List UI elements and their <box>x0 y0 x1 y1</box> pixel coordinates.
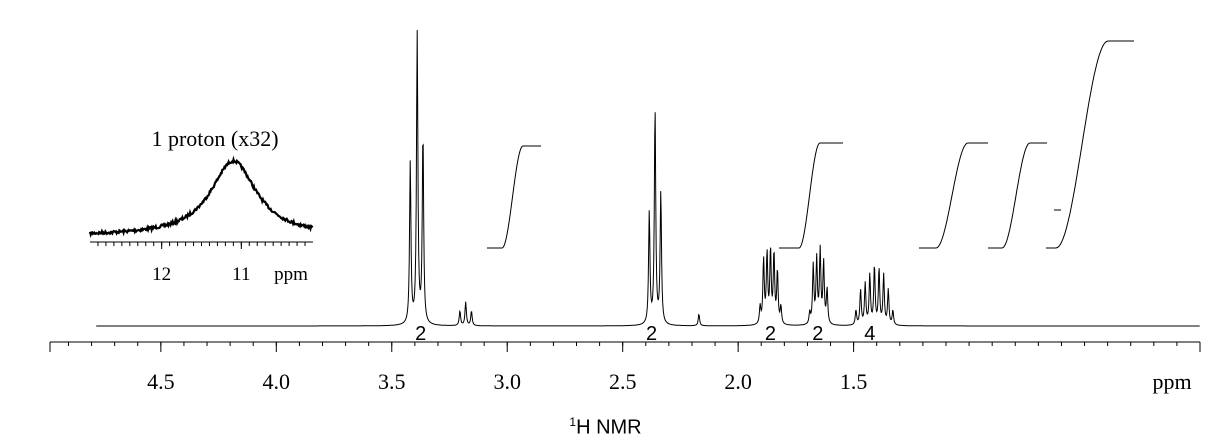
integral-label: 2 <box>812 323 823 345</box>
integral-label: 4 <box>864 323 875 345</box>
inset-tick-label: 11 <box>232 264 250 285</box>
tick-label: 2.0 <box>724 369 752 394</box>
tick-label: 2.5 <box>609 369 637 394</box>
title-superscript: 1 <box>569 415 577 429</box>
spectrum-title: 1H NMR <box>0 415 1211 440</box>
title-prefix: H <box>576 416 591 439</box>
tick-label: 4.0 <box>263 369 291 394</box>
integral-curve-2.36 <box>779 142 843 249</box>
integral-curve-1.42 <box>1046 40 1134 249</box>
integral-curves <box>487 40 1134 249</box>
title-main: NMR <box>596 416 642 439</box>
integral-curve-1.65 <box>988 142 1047 249</box>
inset-trace <box>88 155 314 239</box>
inset-x-label: ppm <box>274 264 308 285</box>
integral-label: 2 <box>765 323 776 345</box>
ppm-axis: 4.5 4.0 3.5 3.0 2.5 2.0 1.5 ppm <box>49 341 1201 394</box>
inset-label: 1 proton (x32) <box>151 126 278 151</box>
integral-curve-1.86 <box>919 142 988 249</box>
tick-label: 1.5 <box>840 369 868 394</box>
x-axis-label: ppm <box>1152 369 1191 394</box>
integral-label: 2 <box>415 323 426 345</box>
tick-label: 4.5 <box>147 369 175 394</box>
integral-labels: 2 2 2 2 4 <box>415 323 875 345</box>
spectrum-trace <box>96 29 1200 327</box>
integral-label: 2 <box>646 323 657 345</box>
inset-broad-peak: 12 11 ppm 1 proton (x32) <box>88 126 314 285</box>
tick-label: 3.0 <box>493 369 521 394</box>
integral-curve-3.39 <box>487 145 541 249</box>
tick-label: 3.5 <box>378 369 406 394</box>
inset-tick-label: 12 <box>152 264 171 285</box>
